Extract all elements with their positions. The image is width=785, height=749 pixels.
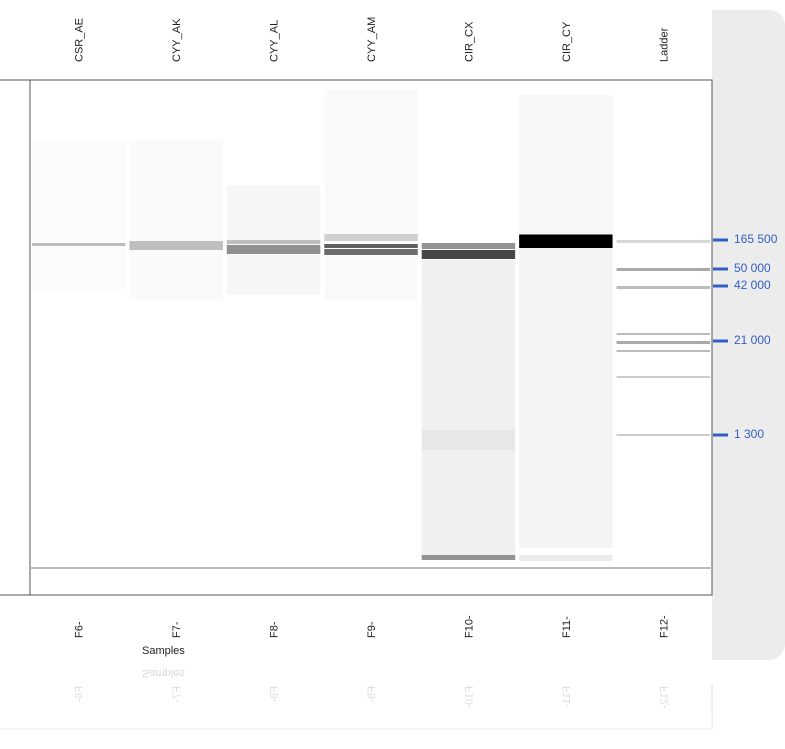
well-label: F6- [74, 621, 86, 638]
band [422, 243, 515, 249]
band [129, 140, 222, 300]
marker-label: 50 000 [734, 261, 771, 275]
band [617, 350, 710, 352]
band [422, 555, 515, 560]
lane-label: CYY_AK [171, 18, 183, 62]
marker-label: 42 000 [734, 278, 771, 292]
lane-label: CIR_CX [463, 21, 475, 62]
axis-label: Samples [142, 645, 185, 657]
well-label: F10- [463, 615, 475, 638]
marker-label: 165 500 [734, 232, 778, 246]
lane-label: CYY_AL [269, 20, 281, 62]
band [617, 333, 710, 335]
band [617, 268, 710, 271]
marker-label: 21 000 [734, 333, 771, 347]
band [519, 95, 612, 235]
band [617, 341, 710, 344]
reflection-fade [0, 662, 712, 749]
lane-label: CYY_AM [366, 17, 378, 62]
band [519, 248, 612, 548]
band [227, 185, 320, 295]
lane-label: CSR_AE [74, 18, 86, 62]
well-label: F8- [269, 621, 281, 638]
band [324, 90, 417, 300]
lane-label: Ladder [658, 27, 670, 62]
band [617, 434, 710, 436]
well-label: F9- [366, 621, 378, 638]
band [519, 234, 612, 248]
band [422, 250, 515, 259]
band [617, 376, 710, 378]
gel-view: CSR_AE F6- CYY_AK F7- CYY_AL F8- CYY_AM F9- CIR_… [0, 0, 785, 749]
band [422, 430, 515, 450]
marker-label: 1 300 [734, 427, 764, 441]
lane-label: CIR_CY [561, 21, 573, 62]
well-label: F11- [561, 616, 573, 638]
band [422, 260, 515, 560]
well-label: F7- [171, 621, 183, 638]
band [519, 555, 612, 561]
gel: CSR_AE F6- CYY_AK F7- CYY_AL F8- CYY_AM F9- CIR_… [0, 17, 712, 657]
well-label: F12- [658, 615, 670, 638]
band [617, 286, 710, 289]
band [32, 140, 125, 290]
band [617, 240, 710, 243]
